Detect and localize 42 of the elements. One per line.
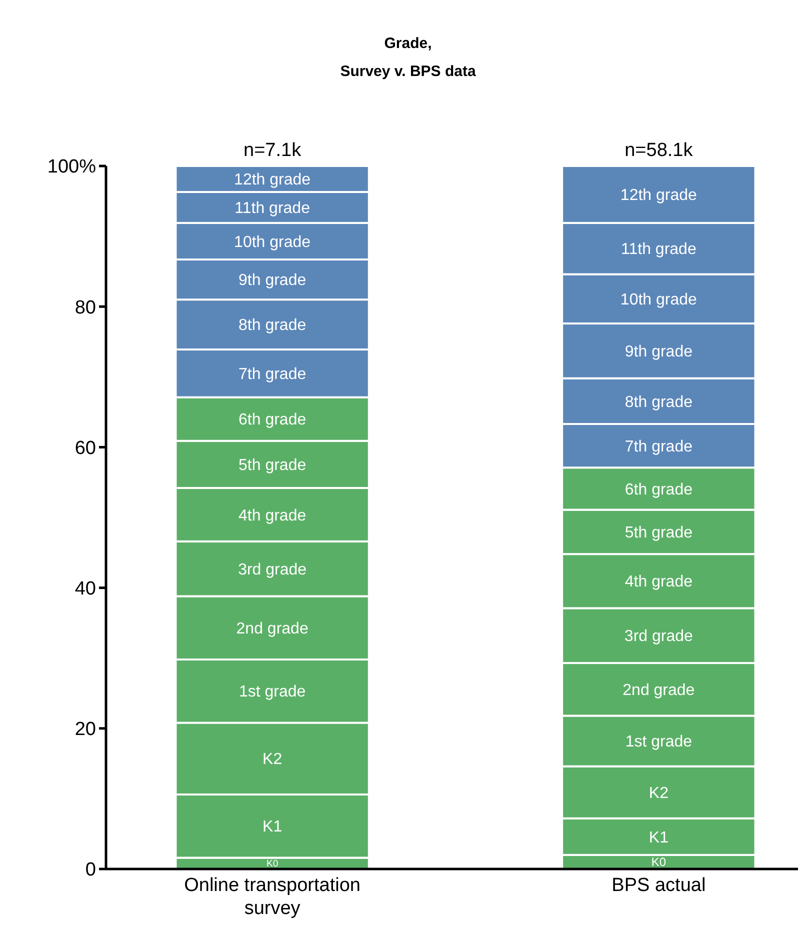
text: 7th grade [238,366,306,383]
text: K1 [262,818,282,836]
series-label: 3rd grade [624,628,694,646]
series-label: K2 [648,784,669,802]
series-label: 4th grade [238,507,306,524]
text: 6th grade [238,412,306,429]
annotation: n=58.1k [624,140,694,161]
series-label: 6th grade [624,481,693,498]
chart-subtitle: Survey v. BPS data [340,63,476,80]
series-label: 10th grade [234,234,311,251]
series-label: 5th grade [624,524,693,542]
text: 9th grade [624,343,692,360]
series-label: K0 [651,855,666,870]
text: 10th grade [620,291,697,308]
text: 8th grade [238,317,306,334]
series-label: 8th grade [624,394,693,411]
series-label: 11th grade [234,200,310,218]
text: K0 [266,858,278,870]
text: 5th grade [238,457,306,474]
y-tick-label: 80 [74,297,96,318]
annotation: n=7.1k [244,140,302,161]
text: 11th grade [621,241,696,258]
chart-title: Grade, [384,35,432,52]
text: 3rd grade [238,561,307,578]
x-tick-label: BPS actual [612,875,706,896]
y-tick-label: 100% [47,156,96,178]
series-label: 12th grade [234,172,311,189]
y-tick-label: 60 [74,438,96,459]
text: 12th grade [620,187,697,204]
y-tick-label: 0 [85,860,96,881]
series-label: 1st grade [625,734,692,751]
series-label: 7th grade [624,438,693,456]
text: 2nd grade [236,620,308,638]
text: 4th grade [624,574,692,591]
series-label: K1 [648,829,669,846]
y-tick-label: 40 [74,578,96,600]
series-label: 2nd grade [622,682,695,699]
text: K2 [262,751,282,768]
y-tick-label: 20 [74,719,96,740]
x-tick-label: Online transportation survey [184,875,361,919]
text: 1st grade [238,684,306,701]
series-label: 9th grade [238,272,306,290]
